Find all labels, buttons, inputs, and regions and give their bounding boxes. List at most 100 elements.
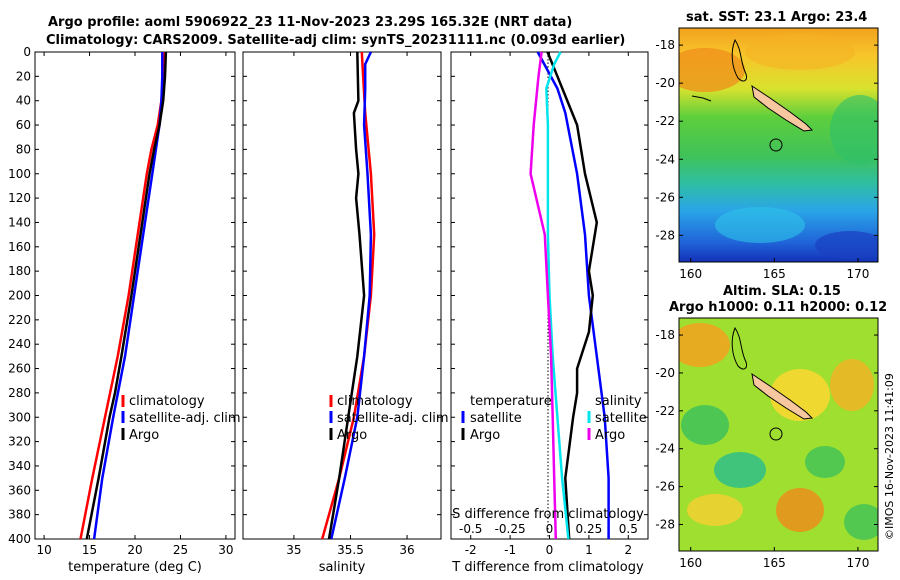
y-tick-label: 100 [8,167,31,181]
y-tick-label: 20 [16,69,31,83]
profile-location-marker [769,427,783,441]
sst-cold-patch [815,231,878,259]
reef-outline [731,326,747,370]
map-lat-label: -22 [655,114,675,128]
sst-patch [830,95,878,165]
x2-tick-label: 0 [546,522,554,536]
map-lon-label: 165 [763,556,786,570]
y-tick-label: 140 [8,215,31,229]
sst-warm-patch [745,34,855,70]
title-line2: Climatology: CARS2009. Satellite-adj cli… [46,33,626,48]
map-lat-label: -26 [655,190,675,204]
difference-legend-sal-title: salinity [595,394,642,409]
salinity-legend: climatology satellite-adj. clim Argo [329,394,449,443]
map-lat-label: -22 [655,404,675,418]
temperature-curves [79,51,168,540]
y-tick-label: 300 [8,410,31,424]
x-tick-label: -1 [504,543,516,557]
difference-legend-sal-sat: satellite [595,411,647,426]
sla-low-patch [844,504,878,540]
salinity-legend-sat: satellite-adj. clim [337,411,449,426]
map-lat-label: -24 [655,442,675,456]
temperature-panel: 10 15 20 25 30020406080100120140160180200220… [8,45,241,575]
difference-curves [529,51,610,540]
map-lat-label: -20 [655,76,675,90]
y-tick-label: 380 [8,508,31,522]
y-tick-label: 360 [8,483,31,497]
salinity-ticks: 35 35.5 36 [243,51,441,557]
map-lat-label: -28 [655,517,675,531]
x-tick-label: 10 [36,543,51,557]
sla-map-frame [678,317,879,552]
sla-low-patch [714,452,766,488]
sla-map: 160 165 170 -18 -20 -22 -24 -26 -28 [655,317,879,570]
series-line-satellite-adj-clim [92,52,164,540]
map-lon-label: 160 [679,267,702,281]
y-tick-label: 340 [8,459,31,473]
map-lat-label: -18 [655,38,675,52]
sla-map-ticks: 160 165 170 -18 -20 -22 -24 -26 -28 [655,328,878,570]
x-tick-label: 20 [127,543,142,557]
sst-map-frame [678,27,879,263]
x2-tick-label: -0.25 [495,522,526,536]
series-line-temperature-argo [546,51,599,540]
y-tick-label: 400 [8,532,31,546]
x2-tick-label: -0.5 [459,522,482,536]
y-tick-label: 120 [8,191,31,205]
reef-outline [691,95,712,102]
salinity-curves [320,51,376,540]
difference-legend-sal-argo: Argo [595,428,625,443]
sst-warm-patch [679,48,745,92]
sla-title-line2: Argo h1000: 0.11 h2000: 0.12 [669,300,888,315]
difference-legend-salinity: salinity satellite Argo [587,394,647,443]
x-tick-label: 35.5 [337,543,364,557]
series-line-salinity-argo [529,51,558,540]
y-tick-label: 260 [8,362,31,376]
difference-xlabel2: S difference from climatology [452,507,644,522]
series-line-salinity-satellite [545,51,570,540]
x-tick-label: 1 [585,543,593,557]
sla-high-patch [679,323,730,367]
series-line-satellite-adj-clim [330,51,373,540]
y-tick-label: 320 [8,435,31,449]
map-lon-label: 160 [679,556,702,570]
difference-legend-temperature: temperature satellite Argo [461,394,552,443]
x-tick-label: 30 [218,543,233,557]
y-tick-label: 80 [16,142,31,156]
y-tick-label: 200 [8,289,31,303]
series-line-argo [85,51,168,540]
title-line1: Argo profile: aoml 5906922_23 11-Nov-202… [48,15,573,30]
y-tick-label: 60 [16,118,31,132]
sst-title: sat. SST: 23.1 Argo: 23.4 [686,10,868,25]
difference-legend-temp-title: temperature [470,394,552,409]
sla-low-patch [805,446,845,478]
x-tick-label: 2 [624,543,632,557]
sla-high-patch [830,359,874,411]
map-lat-label: -18 [655,328,675,342]
difference-ticks: -2 -1 0 1 2 -0.5 -0.25 0 0.25 0.5 [451,51,648,557]
sla-high-patch [687,494,743,526]
y-tick-label: 220 [8,313,31,327]
map-lat-label: -26 [655,480,675,494]
difference-panel: -2 -1 0 1 2 -0.5 -0.25 0 0.25 0.5 T difference fr… [450,51,649,575]
y-tick-label: 240 [8,337,31,351]
temperature-legend-sat: satellite-adj. clim [129,411,241,426]
x2-tick-label: 0.5 [619,522,638,536]
x-tick-label: 25 [173,543,188,557]
y-tick-label: 0 [23,45,31,59]
sla-high-patch [770,369,830,421]
y-tick-label: 180 [8,264,31,278]
new-caledonia-island [751,84,814,132]
sla-low-patch [681,405,729,445]
profile-location-marker [769,138,783,152]
y-tick-label: 160 [8,240,31,254]
x-tick-label: 0 [546,543,554,557]
x-tick-label: 15 [82,543,97,557]
x-tick-label: -2 [465,543,477,557]
temperature-legend-argo: Argo [129,428,159,443]
sla-high-patch [776,488,824,532]
sst-cool-patch [715,207,805,243]
series-line-temperature-satellite [536,51,610,539]
series-line-argo [327,51,366,540]
